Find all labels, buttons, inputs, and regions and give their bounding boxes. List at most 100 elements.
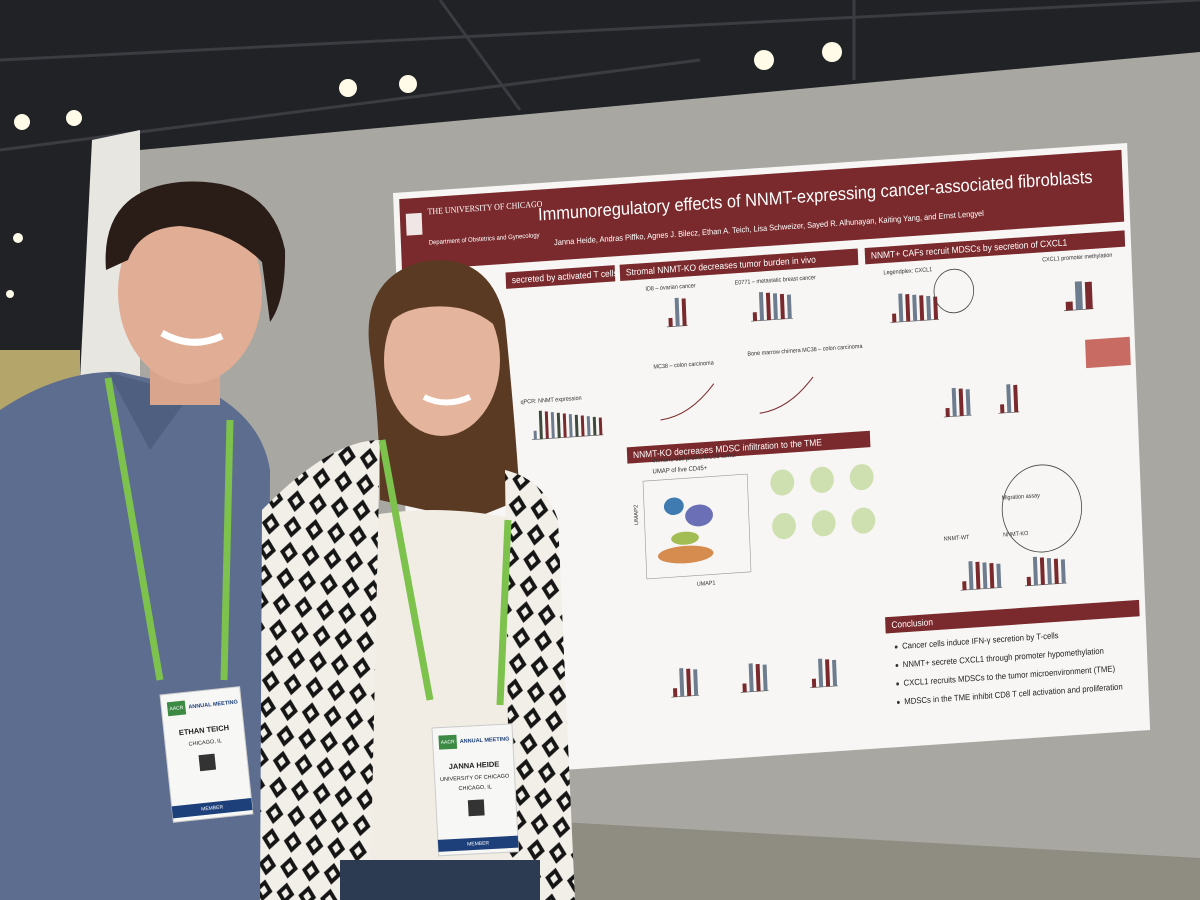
mini-bar (550, 412, 555, 439)
poster: THE UNIVERSITY OF CHICAGO Department of … (393, 142, 1151, 780)
umap-thumb (770, 469, 795, 496)
mini-bar (686, 668, 692, 697)
badge-name: JANNA HEIDE (449, 760, 500, 772)
cardigan-right (505, 470, 575, 900)
mini-axis (960, 587, 1003, 591)
section-bar (885, 599, 1140, 634)
bullet (894, 645, 898, 649)
section-bar (619, 248, 859, 282)
umap-cluster (685, 504, 713, 527)
mini-bar (598, 417, 603, 436)
floor (540, 820, 1200, 900)
panel-label: NNMT-KO (1003, 531, 1029, 539)
mini-bar (765, 292, 771, 321)
section-heading: Conclusion (891, 617, 933, 630)
face (384, 284, 500, 436)
badge-stripe (171, 798, 253, 819)
panel-label: ID8 – ovarian cancer (645, 283, 696, 293)
mini-bar (574, 414, 579, 437)
badge-logo (438, 734, 458, 750)
mini-bar (752, 312, 758, 322)
panel-label: Legendplex: CXCL1 (883, 267, 932, 277)
mini-bar (586, 416, 591, 436)
mini-bar (1032, 556, 1038, 586)
mini-axis (531, 434, 604, 440)
person-right (260, 260, 575, 900)
mini-bar (1053, 558, 1059, 584)
mini-bar (1006, 384, 1012, 413)
mini-bar (898, 293, 904, 322)
panel-label: MC38 – colon carcinoma (653, 360, 714, 370)
mini-axis (1025, 582, 1067, 587)
mini-bar (568, 414, 573, 438)
badge-logo (166, 700, 187, 717)
mini-bar (912, 294, 918, 322)
panel-label: NNMT-WT (944, 535, 970, 543)
badge: AACR ANNUAL MEETING JANNA HEIDEUNIVERSITY … (431, 723, 520, 857)
panel-label: E0771 – metastatic breast cancer (735, 275, 816, 287)
mini-bar (748, 663, 754, 692)
section-bar (626, 430, 871, 464)
badge-meeting: ANNUAL MEETING (188, 699, 238, 710)
mini-bar (962, 581, 967, 591)
section-bar (864, 230, 1126, 265)
mini-bar (1046, 557, 1052, 585)
bangs (384, 281, 500, 330)
badge-stripe (437, 835, 519, 852)
mini-bar (951, 387, 957, 417)
badge-location: CHICAGO, IL (188, 738, 222, 747)
schematic-ring (1001, 464, 1083, 553)
badge-affiliation: UNIVERSITY OF CHICAGO (440, 773, 510, 783)
mini-bar (538, 410, 543, 440)
mini-bar (945, 407, 950, 417)
mini-bar (1060, 559, 1066, 584)
umap-thumb (772, 512, 796, 540)
mini-bar (818, 658, 824, 688)
badge-qr (198, 753, 217, 772)
mini-bar (742, 683, 747, 693)
schematic-ring (933, 268, 975, 314)
cardigan-left (260, 440, 380, 900)
umap-thumb (811, 510, 836, 537)
mini-bar (892, 313, 897, 323)
badge-type: MEMBER (467, 840, 490, 847)
badge-qr (467, 799, 485, 817)
university-crest (405, 212, 423, 236)
lanyard (104, 377, 234, 681)
mini-bar (1013, 384, 1019, 413)
badge-meeting: ANNUAL MEETING (460, 736, 510, 745)
badge-location: CHICAGO, IL (458, 784, 492, 792)
mini-bar (786, 294, 792, 319)
panel-label: UMAP2 (634, 504, 641, 525)
umap-cluster (663, 497, 684, 516)
mini-bar (975, 561, 981, 590)
mini-bar (562, 413, 567, 438)
mini-bar (772, 293, 778, 320)
mini-bar (1039, 557, 1045, 585)
mini-bar (758, 292, 765, 321)
panel-label: CXCL1 promoter methylation (1042, 253, 1112, 264)
umap-frame (642, 473, 752, 580)
badge-org: AACR (441, 739, 456, 746)
mini-bar (674, 297, 680, 327)
mini-bar (762, 664, 768, 691)
mini-bar (533, 430, 537, 440)
mini-bar (1065, 301, 1073, 311)
section-bar (505, 265, 616, 289)
mini-bar (668, 317, 673, 327)
smile (422, 394, 472, 406)
umap-thumb (851, 507, 876, 534)
mini-bar (982, 562, 988, 589)
mini-curve (660, 383, 715, 421)
poster-header (399, 149, 1125, 271)
mini-bar (919, 295, 925, 321)
mini-bar (544, 411, 549, 439)
badge-card (431, 723, 520, 857)
mini-bar (556, 412, 561, 438)
umap-thumb (849, 464, 874, 491)
mini-bar (1084, 281, 1093, 310)
bullet (895, 663, 899, 667)
panel-label: qPCR: NNMT expression (520, 396, 581, 406)
